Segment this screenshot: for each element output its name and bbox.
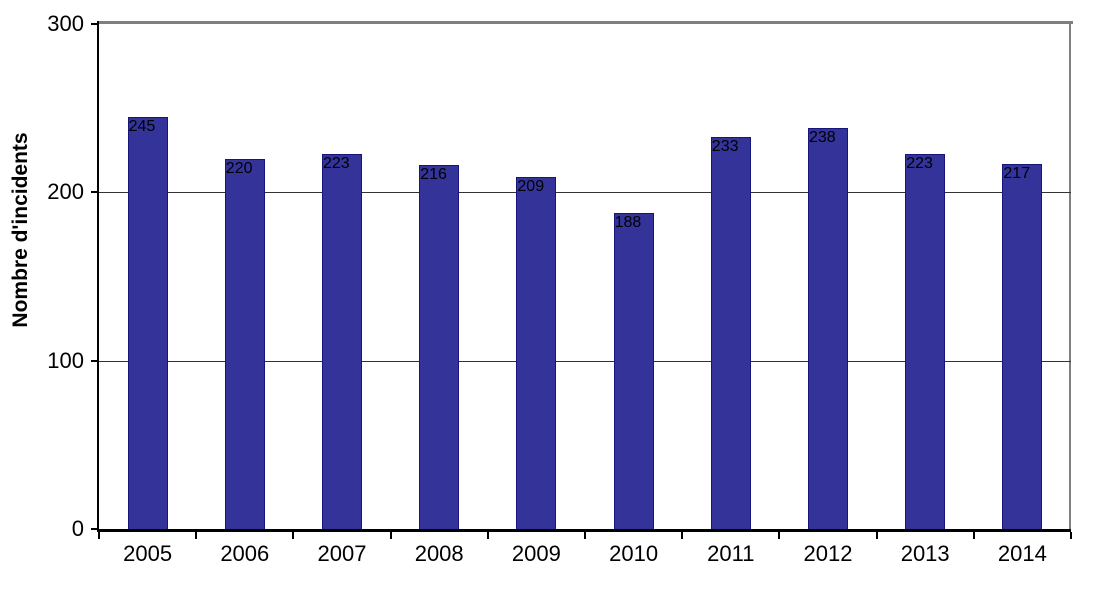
x-tick-label-2005: 2005: [123, 541, 173, 566]
x-tick-label-2012: 2012: [803, 541, 853, 566]
plot-frame-right: [1069, 21, 1071, 532]
y-tick-label-200: 200: [47, 179, 84, 205]
x-tick-9: [972, 532, 975, 539]
y-tick-200: [91, 191, 97, 194]
x-tick-label-2008: 2008: [414, 541, 464, 566]
x-tick-label-2007: 2007: [317, 541, 367, 566]
y-axis-line: [97, 21, 99, 529]
plot-frame-top: [97, 21, 1073, 24]
gridline-100: [99, 360, 1071, 362]
x-tick-8: [875, 532, 878, 539]
x-tick-6: [681, 532, 684, 539]
bar-2011: 233: [710, 136, 751, 529]
x-tick-label-2006: 2006: [220, 541, 270, 566]
x-tick-label-2013: 2013: [900, 541, 950, 566]
x-tick-1: [195, 532, 198, 539]
x-tick-2: [292, 532, 295, 539]
x-tick-label-2014: 2014: [997, 541, 1047, 566]
x-tick-0: [98, 532, 100, 539]
bar-2014: 217: [1002, 163, 1043, 529]
x-tick-4: [486, 532, 489, 539]
bar-2006: 220: [224, 158, 265, 529]
x-tick-10: [1070, 532, 1072, 539]
y-tick-0: [91, 528, 97, 530]
gridline-200: [99, 192, 1071, 194]
y-tick-label-0: 0: [71, 516, 84, 541]
x-tick-label-2010: 2010: [609, 541, 659, 566]
bar-2010: 188: [613, 212, 654, 529]
bar-2013: 223: [905, 153, 946, 529]
y-tick-label-300: 300: [47, 11, 84, 36]
y-tick-100: [91, 359, 97, 362]
bar-2005: 245: [127, 116, 168, 529]
x-tick-label-2009: 2009: [511, 541, 561, 566]
x-tick-label-2011: 2011: [707, 541, 755, 566]
x-axis-line: [97, 529, 1071, 532]
y-axis-title: Nombre d'incidents: [9, 132, 32, 328]
bar-2012: 238: [808, 128, 848, 529]
x-tick-7: [778, 532, 781, 539]
bar-2007: 223: [322, 153, 362, 529]
x-tick-3: [389, 532, 392, 539]
y-tick-300: [91, 23, 97, 25]
bar-2009: 209: [516, 177, 557, 529]
bar-2008: 216: [419, 165, 460, 529]
y-tick-label-100: 100: [47, 347, 84, 373]
x-tick-5: [584, 532, 586, 539]
